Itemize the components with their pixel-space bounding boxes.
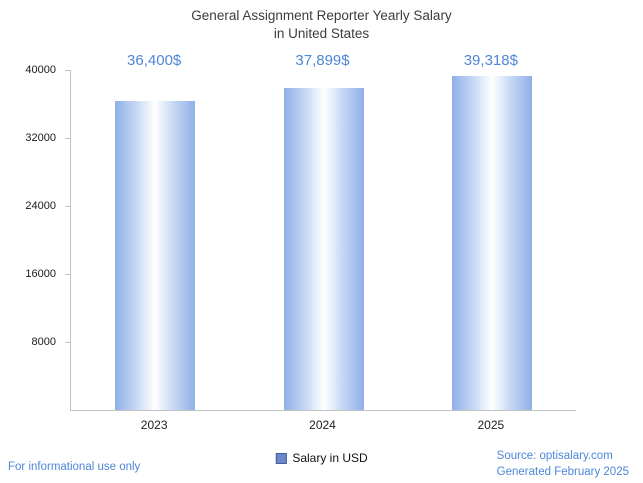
bar-value-label: 36,400$ bbox=[127, 52, 182, 69]
value-labels-row: 36,400$ 37,899$ 39,318$ bbox=[70, 52, 575, 72]
y-tick-mark bbox=[65, 274, 71, 275]
bar-2025 bbox=[451, 75, 532, 410]
y-tick-mark bbox=[65, 70, 71, 71]
y-tick-mark bbox=[65, 206, 71, 207]
x-axis-labels: 2023 2024 2025 bbox=[70, 418, 575, 434]
y-tick-label: 8000 bbox=[31, 336, 56, 348]
bar-2023 bbox=[115, 100, 196, 410]
x-tick-label: 2025 bbox=[477, 418, 505, 432]
y-tick-mark bbox=[65, 138, 71, 139]
chart-title-line2: in United States bbox=[273, 26, 370, 42]
footer-source-line: Source: optisalary.com bbox=[496, 450, 613, 462]
legend: Salary in USD bbox=[275, 451, 368, 465]
plot-area bbox=[65, 70, 576, 411]
x-tick-label: 2024 bbox=[309, 418, 336, 432]
y-axis-labels: 8000 16000 24000 32000 40000 bbox=[0, 64, 62, 410]
y-tick-label: 32000 bbox=[25, 132, 56, 144]
bar-value-label: 37,899$ bbox=[295, 52, 350, 69]
footer-generated-line: Generated February 2025 bbox=[496, 466, 629, 479]
y-tick-label: 16000 bbox=[25, 268, 56, 280]
chart-title: General Assignment Reporter Yearly Salar… bbox=[0, 7, 643, 43]
x-tick-label: 2023 bbox=[140, 418, 168, 432]
footer-source-block: Source: optisalary.com Generated Februar… bbox=[497, 448, 629, 480]
footer-disclaimer: For informational use only bbox=[8, 461, 141, 473]
bar-2024 bbox=[283, 87, 364, 410]
chart-title-line1: General Assignment Reporter Yearly Salar… bbox=[191, 8, 452, 23]
y-tick-label: 40000 bbox=[25, 64, 56, 76]
bar-value-label: 39,318$ bbox=[463, 52, 518, 69]
legend-swatch-icon bbox=[275, 452, 287, 464]
y-tick-label: 24000 bbox=[25, 200, 56, 212]
y-tick-mark bbox=[65, 342, 71, 343]
legend-label: Salary in USD bbox=[292, 451, 368, 465]
